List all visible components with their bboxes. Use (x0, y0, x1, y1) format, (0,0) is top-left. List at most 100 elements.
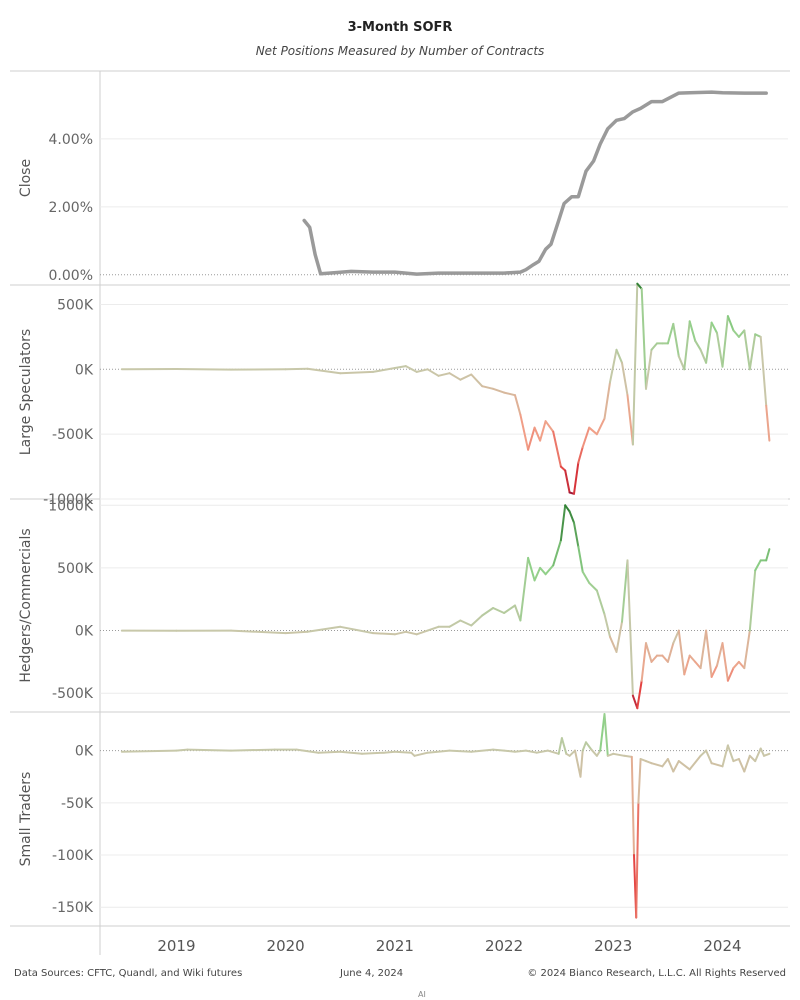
net-position-segment (710, 762, 724, 768)
net-position-segment (650, 654, 658, 663)
net-position-segment (615, 620, 623, 653)
net-position-segment (621, 559, 629, 623)
net-position-segment (748, 333, 757, 371)
net-position-segment (503, 604, 516, 614)
y-tick-label: -500K (52, 686, 94, 702)
net-position-segment (577, 446, 584, 464)
net-position-segment (688, 754, 702, 771)
net-position-segment (637, 758, 642, 804)
net-position-segment (716, 332, 724, 368)
net-position-segment (448, 619, 462, 628)
net-position-segment (615, 348, 623, 364)
net-position-segment (481, 385, 495, 390)
net-position-segment (595, 749, 602, 757)
net-position-segment (721, 744, 729, 768)
net-position-segment (564, 504, 571, 513)
net-position-segment (763, 752, 771, 757)
net-position-segment (661, 758, 669, 768)
net-position-segment (726, 744, 735, 763)
net-position-segment (743, 754, 751, 773)
net-position-segment (393, 365, 407, 369)
net-position-segment (339, 370, 374, 375)
net-position-segment (683, 320, 691, 371)
net-position-segment (372, 367, 396, 373)
net-position-segment (631, 282, 639, 446)
net-position-segment (754, 747, 762, 763)
net-position-segment (650, 762, 664, 768)
net-position-segment (630, 755, 635, 856)
net-position-segment (677, 629, 686, 676)
net-position-segment (393, 750, 413, 754)
net-position-segment (666, 642, 675, 663)
net-position-segment (535, 749, 549, 754)
net-position-segment (415, 368, 429, 373)
x-tick-label: 2022 (485, 937, 523, 955)
net-position-segment (759, 747, 765, 757)
net-position-segment (626, 394, 634, 446)
net-position-segment (539, 566, 547, 576)
y-tick-label: -150K (52, 900, 94, 916)
net-position-segment (481, 607, 495, 617)
net-position-segment (393, 630, 407, 636)
net-position-segment (459, 619, 473, 627)
net-position-segment (579, 749, 584, 778)
net-position-segment (317, 750, 342, 754)
net-position-segment (415, 629, 429, 636)
y-tick-label: 2.00% (49, 200, 93, 216)
net-position-segment (524, 749, 538, 754)
x-tick-label: 2020 (267, 937, 305, 955)
y-axis-label: Large Speculators (18, 329, 34, 455)
net-position-segment (599, 713, 606, 752)
y-tick-label: -1000K (43, 492, 94, 508)
net-position-segment (175, 368, 232, 371)
net-position-segment (595, 589, 606, 616)
net-position-segment (527, 426, 536, 451)
y-axis-label: Hedgers/Commercials (18, 528, 34, 682)
net-position-segment (426, 749, 451, 754)
x-tick-label: 2021 (376, 937, 414, 955)
net-position-segment (492, 387, 506, 394)
net-position-segment (721, 315, 729, 368)
net-position-segment (470, 748, 495, 753)
net-position-segment (574, 749, 582, 778)
net-position-segment (560, 737, 568, 755)
net-position-segment (120, 749, 178, 753)
net-position-segment (603, 713, 609, 757)
net-position-segment (585, 741, 593, 751)
net-position-segment (640, 642, 647, 682)
net-position-segment (705, 321, 713, 364)
net-position-segment (230, 629, 287, 635)
net-position-segment (573, 521, 580, 548)
net-position-segment (699, 749, 708, 757)
net-position-segment (533, 426, 542, 442)
net-position-segment (503, 749, 516, 753)
y-tick-label: 4.00% (49, 132, 93, 148)
net-position-segment (306, 625, 342, 633)
net-position-segment (284, 630, 309, 635)
net-position-segment (635, 801, 640, 919)
y-tick-label: 500K (57, 561, 94, 577)
net-position-segment (519, 413, 530, 451)
net-position-segment (705, 749, 713, 765)
net-position-segment (514, 394, 522, 416)
net-position-segment (726, 315, 735, 332)
net-position-segment (636, 679, 643, 710)
net-position-segment (361, 751, 385, 755)
net-position-segment (573, 461, 580, 495)
net-position-segment (621, 361, 629, 397)
y-tick-label: 500K (57, 297, 94, 313)
net-position-segment (470, 373, 484, 388)
net-position-segment (568, 749, 576, 757)
net-position-segment (175, 748, 189, 752)
y-tick-label: -100K (52, 848, 94, 864)
net-position-segment (284, 367, 309, 371)
net-position-segment (339, 750, 364, 755)
net-position-segment (645, 348, 653, 390)
net-position-segment (557, 737, 563, 755)
net-position-segment (552, 430, 562, 468)
y-tick-label: 0K (75, 744, 94, 760)
net-position-segment (732, 329, 740, 338)
net-position-segment (426, 368, 440, 377)
net-position-segment (765, 548, 771, 562)
